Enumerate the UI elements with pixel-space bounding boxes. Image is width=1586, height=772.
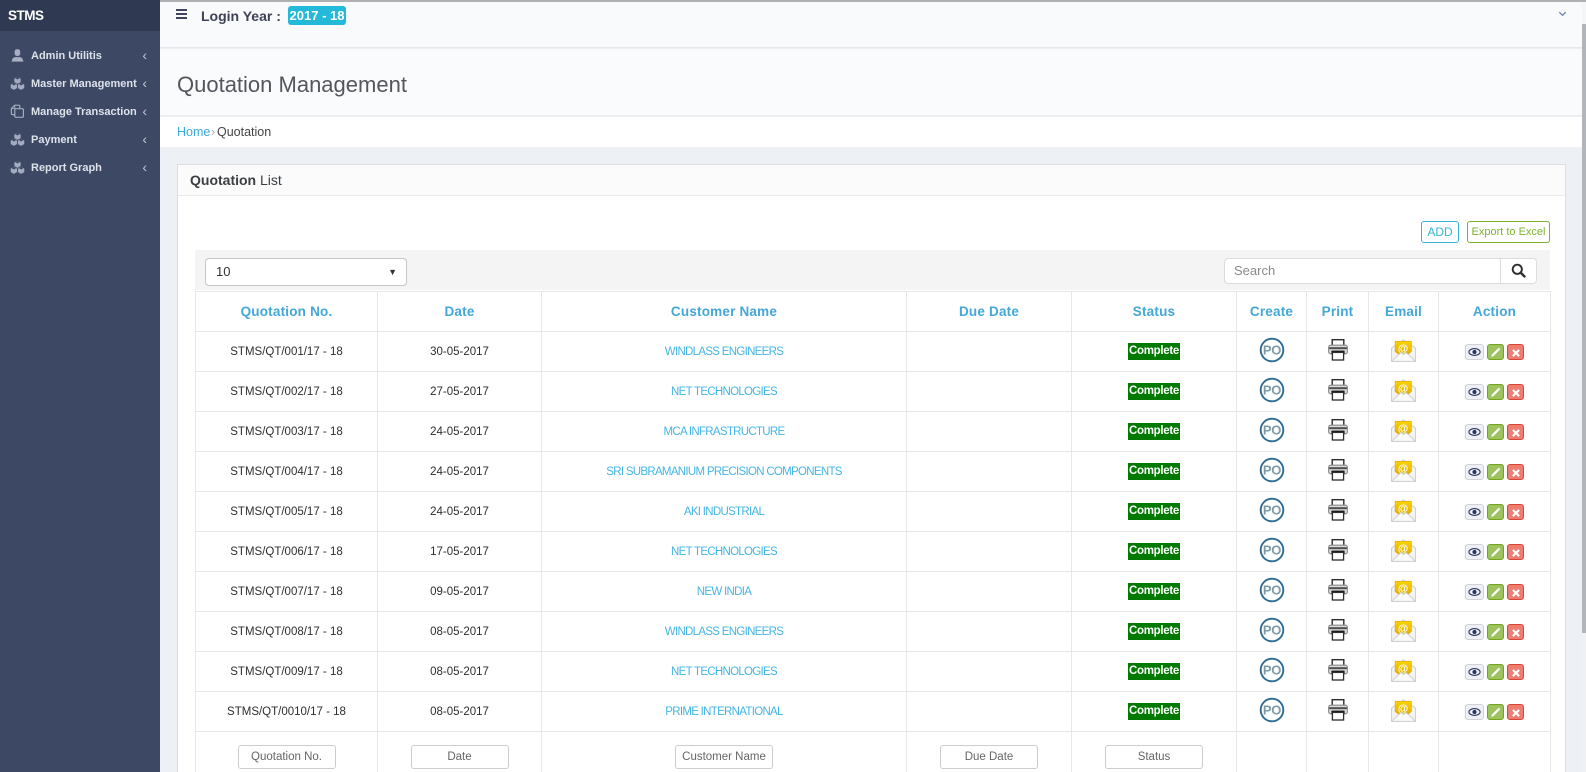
svg-text:@: @ [1398,622,1409,634]
svg-text:@: @ [1398,702,1409,714]
svg-text:@: @ [1398,542,1409,554]
svg-text:PO: PO [1262,583,1280,598]
svg-text:PO: PO [1262,383,1280,398]
svg-text:PO: PO [1262,343,1280,358]
svg-text:@: @ [1398,502,1409,514]
svg-text:@: @ [1398,582,1409,594]
svg-text:PO: PO [1262,663,1280,678]
svg-text:PO: PO [1262,463,1280,478]
svg-text:@: @ [1398,422,1409,434]
svg-text:PO: PO [1262,503,1280,518]
svg-text:@: @ [1398,462,1409,474]
svg-text:@: @ [1398,342,1409,354]
svg-text:PO: PO [1262,423,1280,438]
svg-text:@: @ [1398,662,1409,674]
svg-text:PO: PO [1262,543,1280,558]
svg-text:@: @ [1398,382,1409,394]
svg-text:PO: PO [1262,703,1280,718]
svg-text:PO: PO [1262,623,1280,638]
